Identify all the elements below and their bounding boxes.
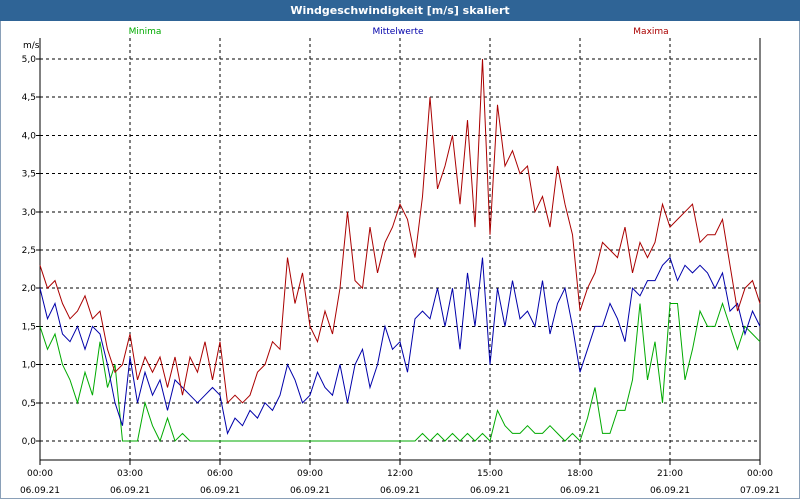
series-lines	[39, 58, 761, 443]
x-tick-date: 06.09.21	[470, 486, 510, 496]
y-tick-label: 5,0	[22, 55, 37, 65]
x-tick-time: 00:00	[27, 469, 53, 479]
chart-title: Windgeschwindigkeit [m/s] skaliert	[0, 0, 800, 21]
y-tick-label: 0,0	[22, 437, 37, 447]
y-tick-label: 0,5	[22, 399, 36, 409]
x-tick-time: 09:00	[297, 469, 323, 479]
legend-maxima: Maxima	[633, 27, 668, 37]
y-tick-label: 2,5	[22, 246, 36, 256]
axes	[36, 38, 761, 465]
series-line-minima	[39, 301, 761, 443]
y-tick-label: 4,0	[22, 131, 37, 141]
y-tick-label: 1,0	[22, 361, 37, 371]
x-tick-date: 07.09.21	[740, 486, 780, 496]
legend-mittelwerte: Mittelwerte	[372, 27, 423, 37]
series-line-maxima	[39, 58, 761, 404]
x-tick-date: 06.09.21	[110, 486, 150, 496]
y-tick-label: 3,0	[22, 208, 37, 218]
legend-minima: Minima	[129, 27, 162, 37]
x-tick-time: 00:00	[747, 469, 773, 479]
x-tick-time: 18:00	[567, 469, 593, 479]
x-tick-time: 03:00	[117, 469, 143, 479]
x-tick-date: 06.09.21	[200, 486, 240, 496]
x-tick-date: 06.09.21	[290, 486, 330, 496]
axis-labels: 0,0 0,5 1,0 1,5 2,0 2,5 3,0 3,5 4,0 4,5 5,0 00:00 06…	[20, 27, 780, 496]
x-tick-date: 06.09.21	[650, 486, 690, 496]
x-tick-time: 21:00	[657, 469, 683, 479]
y-tick-label: 2,0	[22, 284, 37, 294]
x-tick-date: 06.09.21	[380, 486, 420, 496]
y-tick-label: 1,5	[22, 322, 36, 332]
y-tick-label: 3,5	[22, 170, 36, 180]
x-tick-time: 12:00	[387, 469, 413, 479]
x-tick-date: 06.09.21	[560, 486, 600, 496]
y-axis-label: m/s	[23, 41, 40, 51]
y-tick-label: 4,5	[22, 93, 36, 103]
grid-lines	[40, 38, 760, 460]
x-tick-time: 15:00	[477, 469, 503, 479]
x-tick-time: 06:00	[207, 469, 233, 479]
series-line-mittelwerte	[39, 256, 761, 435]
x-tick-date: 06.09.21	[20, 486, 60, 496]
